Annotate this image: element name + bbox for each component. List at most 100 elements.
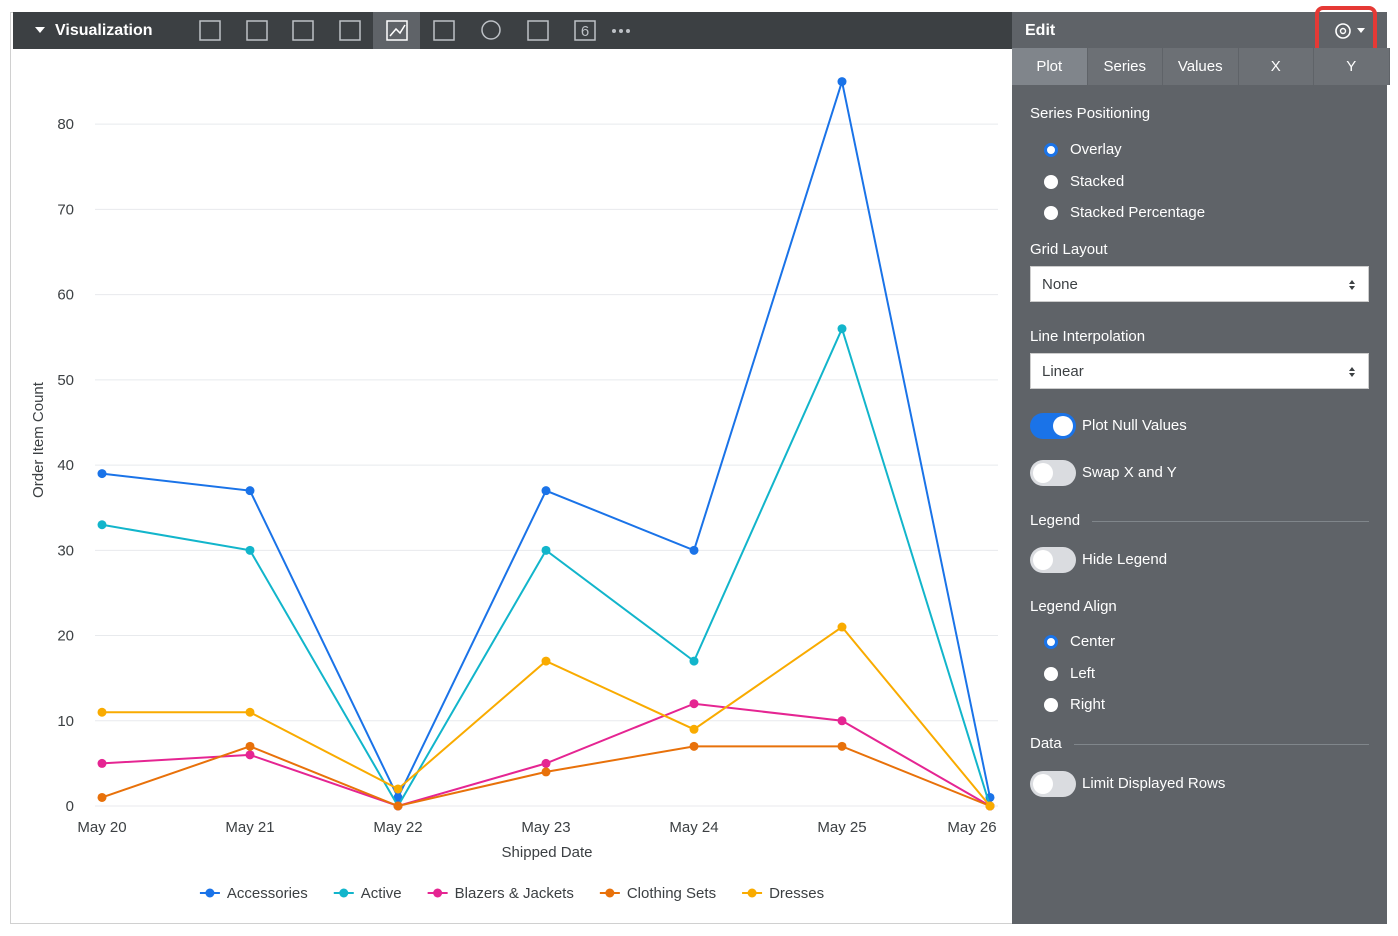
section-heading: Data <box>1030 735 1062 752</box>
select-value: None <box>1042 276 1078 293</box>
data-point <box>837 77 847 87</box>
rule <box>1092 521 1369 522</box>
data-point <box>689 699 699 709</box>
select[interactable]: Linear <box>1030 353 1369 389</box>
tab[interactable]: X <box>1238 48 1314 85</box>
data-point <box>837 716 847 726</box>
section-label: Line Interpolation <box>1030 328 1146 345</box>
map-icon[interactable] <box>527 20 549 41</box>
legend-dot <box>433 888 443 898</box>
toggle-label[interactable]: Swap X and Y <box>1082 464 1177 481</box>
badge: 6 <box>581 23 589 40</box>
radio[interactable] <box>1044 206 1058 220</box>
select-value: Linear <box>1042 363 1084 380</box>
radio-label[interactable]: Left <box>1070 664 1096 682</box>
radio-label[interactable]: Center <box>1070 633 1116 650</box>
tab[interactable]: Series <box>1087 48 1163 85</box>
y-tick-label: 20 <box>57 628 74 645</box>
pie-icon[interactable] <box>481 20 501 40</box>
toggle-label[interactable]: Limit Displayed Rows <box>1082 775 1226 792</box>
radio[interactable] <box>1044 635 1058 649</box>
data-point <box>393 801 403 811</box>
edit-panel: Edit Plot Series Values X Y Series Positioni… <box>1012 6 1390 924</box>
radio-label[interactable]: Overlay <box>1070 141 1122 158</box>
select[interactable]: None <box>1030 266 1369 302</box>
line-icon[interactable] <box>386 20 408 41</box>
toolbar: Visualization 6 <box>13 12 1012 49</box>
tab[interactable]: Y <box>1314 48 1390 85</box>
x-tick-label: May 20 <box>77 819 126 836</box>
data-point <box>245 750 255 760</box>
tab[interactable]: Plot <box>1012 48 1088 85</box>
tab[interactable]: Values <box>1163 48 1239 85</box>
data-point <box>97 520 107 530</box>
x-tick-label: May 24 <box>669 819 718 836</box>
toggle-knob <box>1033 550 1053 570</box>
column-icon[interactable] <box>246 20 268 41</box>
toggle[interactable] <box>1030 413 1076 439</box>
radio[interactable] <box>1044 666 1058 681</box>
y-tick-label: 80 <box>57 116 74 133</box>
legend-dot <box>339 888 349 898</box>
scatter-icon[interactable] <box>339 20 361 41</box>
y-tick-label: 0 <box>66 798 74 815</box>
data-point <box>689 656 699 666</box>
single-value-icon[interactable] <box>574 20 596 41</box>
radio[interactable] <box>1044 698 1058 712</box>
toggle-knob <box>1053 416 1073 436</box>
toggle[interactable] <box>1030 547 1076 573</box>
section-label: Legend Align <box>1030 598 1117 615</box>
toggle-label[interactable]: Hide Legend <box>1082 551 1168 568</box>
chart: 0 10 20 30 40 50 60 70 80 May 20 May 21 May 22 May 2… <box>30 77 998 902</box>
data-point <box>245 707 255 717</box>
select-arrows <box>1349 280 1355 290</box>
data-point <box>97 707 107 717</box>
data-point <box>393 784 403 794</box>
table-icon[interactable] <box>199 20 221 41</box>
y-tick-label: 60 <box>57 287 74 304</box>
data-point <box>541 767 551 777</box>
data-point <box>97 792 107 802</box>
series-line <box>101 77 991 800</box>
radio-label[interactable]: Stacked Percentage <box>1070 204 1206 221</box>
toolbar-title: Visualization <box>55 22 153 39</box>
data-point <box>393 792 403 802</box>
series-line <box>101 325 991 808</box>
y-tick-label: 10 <box>57 713 74 730</box>
radio-label[interactable]: Stacked <box>1070 172 1125 190</box>
select-arrows <box>1349 367 1355 377</box>
data-point <box>97 758 107 768</box>
toggle-knob <box>1033 463 1053 483</box>
data-point <box>245 545 255 555</box>
radio-label[interactable]: Right <box>1070 696 1106 713</box>
section-label: Series Positioning <box>1030 105 1151 122</box>
data-point <box>689 741 699 751</box>
y-tick-label: 30 <box>57 542 74 559</box>
legend-label: Active <box>361 885 402 902</box>
toggle[interactable] <box>1030 460 1076 486</box>
data-point <box>837 622 847 632</box>
x-axis-title: Shipped Date <box>502 844 593 861</box>
x-tick-label: May 23 <box>521 819 570 836</box>
radio[interactable] <box>1044 143 1058 157</box>
legend-dot <box>747 888 757 898</box>
data-point <box>97 469 107 479</box>
collapse-arrow[interactable] <box>35 27 45 33</box>
data-point <box>541 758 551 768</box>
y-axis-title: Order Item Count <box>30 381 47 498</box>
data-point <box>541 656 551 666</box>
toggle[interactable] <box>1030 771 1076 797</box>
data-point <box>689 724 699 734</box>
section-heading: Legend <box>1030 512 1081 529</box>
area-icon[interactable] <box>433 20 455 41</box>
data-point <box>541 486 551 496</box>
toggle-label[interactable]: Plot Null Values <box>1082 417 1187 434</box>
y-tick-label: 40 <box>57 457 74 474</box>
x-tick-label: May 21 <box>225 819 274 836</box>
radio[interactable] <box>1044 174 1058 189</box>
bar-icon[interactable] <box>292 20 314 41</box>
x-tick-label: May 25 <box>817 819 866 836</box>
data-point <box>837 324 847 334</box>
y-tick-label: 70 <box>57 201 74 218</box>
